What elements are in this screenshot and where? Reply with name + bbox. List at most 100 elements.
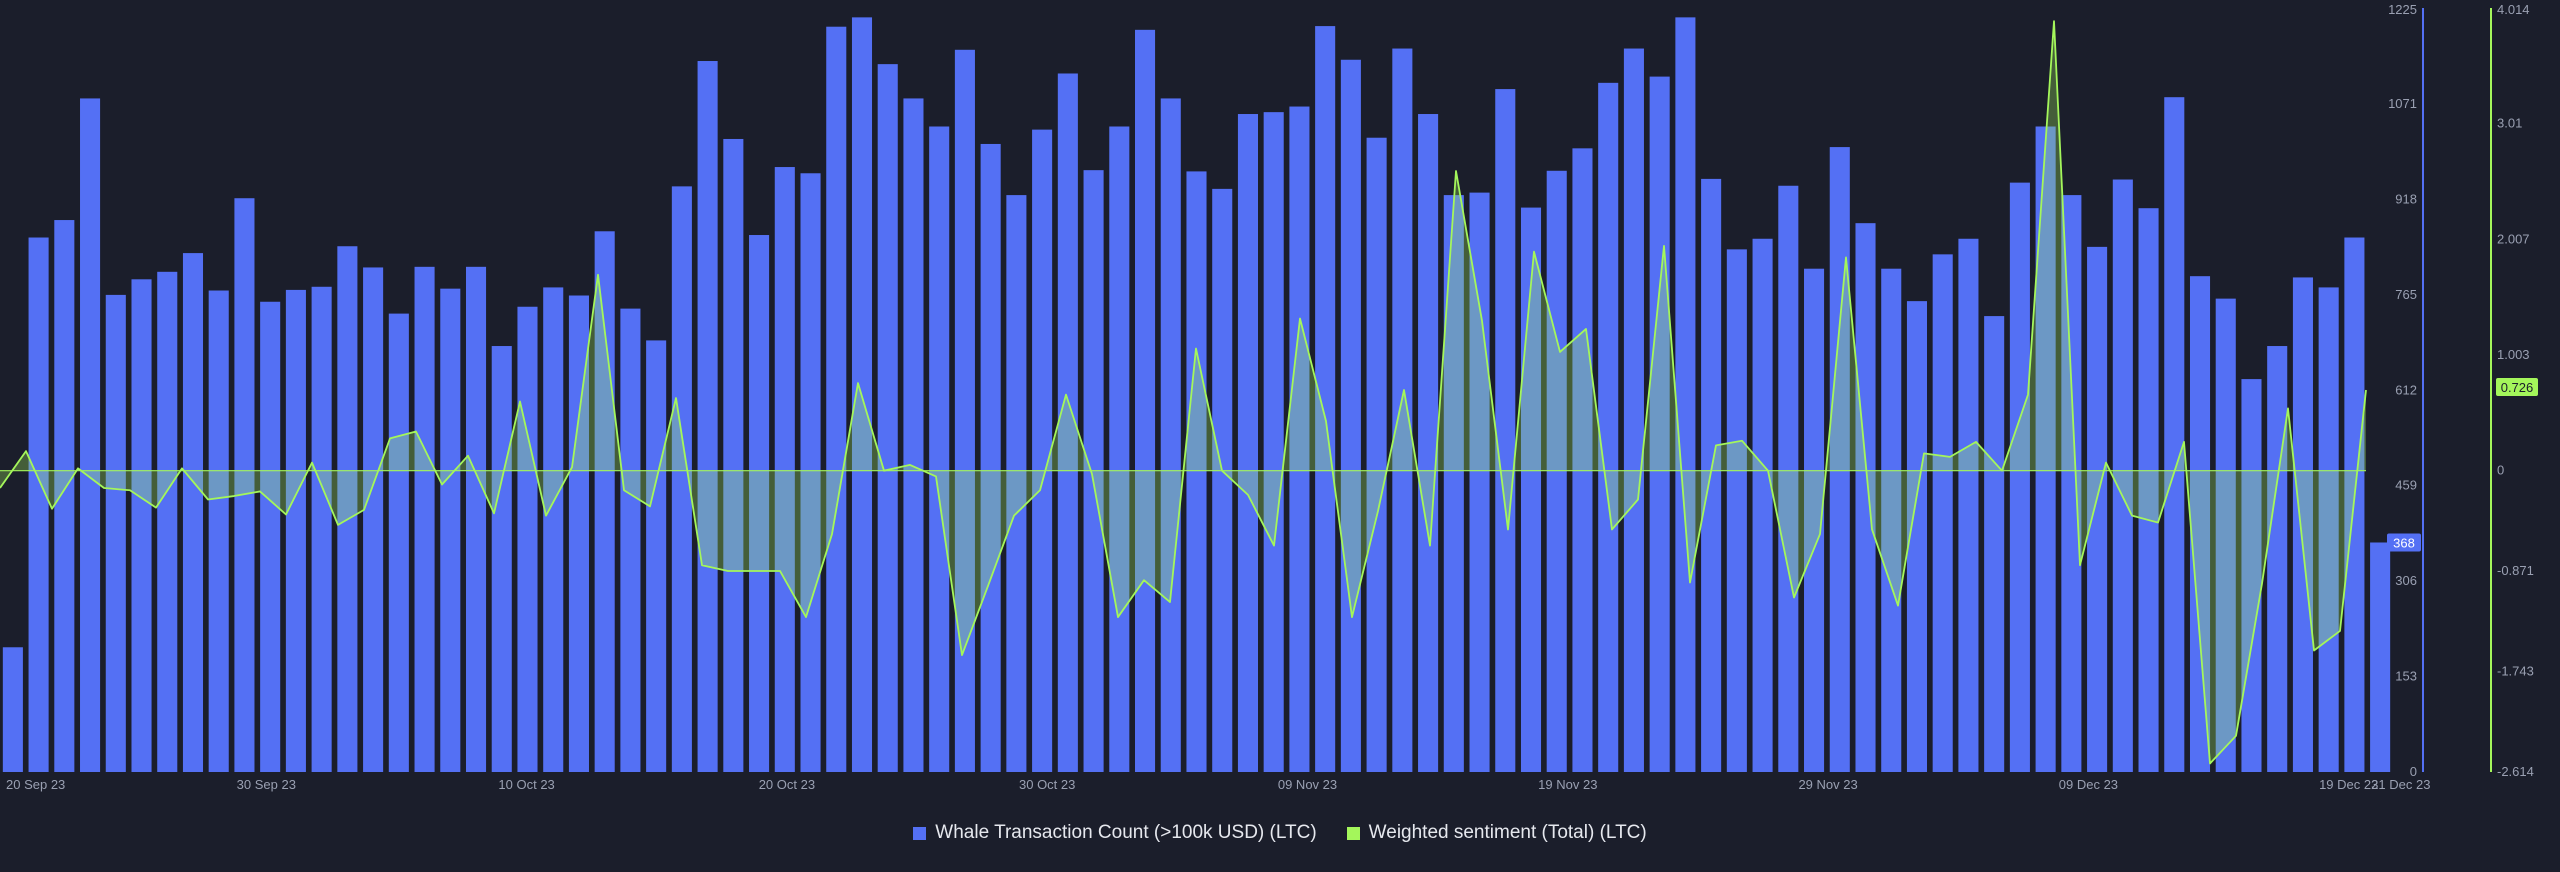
bar-whale-count xyxy=(182,253,204,773)
x-tick-label: 09 Dec 23 xyxy=(2059,777,2118,792)
bar-whale-count xyxy=(1289,106,1310,773)
bar-whale-count xyxy=(1572,148,1593,772)
bar-whale-count xyxy=(1006,195,1027,773)
bar-whale-count xyxy=(568,295,589,772)
left-tick-label: 1225 xyxy=(2388,2,2417,17)
bar-whale-count xyxy=(28,237,49,772)
right-tick-label: 4.014 xyxy=(2497,2,2530,17)
bar-whale-count xyxy=(1366,137,1387,773)
bar-whale-count xyxy=(2,647,23,772)
sentiment-line xyxy=(0,20,2367,765)
bar-whale-count xyxy=(2215,298,2236,772)
left-tick-label: 459 xyxy=(2395,478,2417,493)
bar-whale-count xyxy=(1829,147,1850,772)
bar-whale-count xyxy=(543,287,564,772)
bar-whale-count xyxy=(1315,26,1336,772)
bar-whale-count xyxy=(1160,98,1181,773)
bar-whale-count xyxy=(388,313,409,772)
bar-whale-count xyxy=(2189,276,2211,772)
bar-whale-count xyxy=(2112,179,2133,772)
bar-whale-count xyxy=(1675,17,1696,773)
bar-whale-count xyxy=(1520,207,1542,772)
bar-whale-count xyxy=(2318,287,2339,772)
bar-whale-count xyxy=(2087,246,2108,772)
legend-swatch-line xyxy=(1346,826,1360,840)
bar-whale-count xyxy=(80,98,101,773)
bar-whale-count xyxy=(929,126,950,772)
left-tick-label: 306 xyxy=(2395,573,2417,588)
bar-whale-count xyxy=(157,271,178,772)
bar-whale-count xyxy=(1495,89,1516,772)
bar-whale-count xyxy=(1984,316,2005,772)
right-tick-label: 2.007 xyxy=(2497,231,2530,246)
bar-whale-count xyxy=(697,61,718,772)
x-tick-label: 19 Nov 23 xyxy=(1538,777,1597,792)
bar-whale-count xyxy=(1958,238,1979,772)
bar-whale-count xyxy=(1212,188,1233,772)
bar-whale-count xyxy=(1778,185,1799,772)
bar-whale-count xyxy=(234,198,255,773)
right-tick-label: 1.003 xyxy=(2497,347,2530,362)
x-tick-label: 20 Oct 23 xyxy=(759,777,815,792)
bar-whale-count xyxy=(208,290,229,772)
bar-whale-count xyxy=(54,220,75,773)
bar-whale-count xyxy=(1881,268,1902,772)
bar-whale-count xyxy=(646,340,667,772)
bar-whale-count xyxy=(1752,238,1773,772)
bar-whale-count xyxy=(491,346,512,772)
bar-whale-count xyxy=(285,289,306,772)
bar-whale-count xyxy=(1186,171,1207,772)
bar-whale-count xyxy=(1623,48,1644,773)
right-last-value-badge-text: 0.726 xyxy=(2501,380,2534,395)
bar-whale-count xyxy=(517,306,538,772)
x-tick-label: 29 Nov 23 xyxy=(1798,777,1857,792)
bar-whale-count xyxy=(671,186,692,772)
legend-label-bars: Whale Transaction Count (>100k USD) (LTC… xyxy=(935,822,1317,843)
left-tick-label: 1071 xyxy=(2388,96,2417,111)
x-tick-label: 09 Nov 23 xyxy=(1278,777,1337,792)
bar-whale-count xyxy=(414,266,435,772)
bar-whale-count xyxy=(749,235,770,772)
bar-whale-count xyxy=(1057,73,1078,773)
bar-whale-count xyxy=(877,64,898,772)
legend-label-line: Weighted sentiment (Total) (LTC) xyxy=(1368,822,1647,843)
left-tick-label: 153 xyxy=(2395,669,2417,684)
bar-whale-count xyxy=(2009,182,2030,772)
bar-whale-count xyxy=(131,279,152,772)
bar-whale-count xyxy=(2370,542,2391,772)
bar-whale-count xyxy=(1237,114,1258,772)
legend-item-whale-count[interactable]: Whale Transaction Count (>100k USD) (LTC… xyxy=(913,822,1317,844)
bar-whale-count xyxy=(440,288,461,772)
bar-whale-count xyxy=(105,294,126,772)
x-tick-label: 21 Dec 23 xyxy=(2371,777,2430,792)
bar-whale-count xyxy=(1443,195,1464,773)
bar-whale-count xyxy=(1263,112,1284,772)
chart-legend: Whale Transaction Count (>100k USD) (LTC… xyxy=(0,822,2560,844)
left-last-value-badge xyxy=(2387,533,2421,552)
right-tick-label: 0 xyxy=(2497,463,2504,478)
bar-whale-count xyxy=(1906,301,1928,772)
legend-item-sentiment[interactable]: Weighted sentiment (Total) (LTC) xyxy=(1346,822,1647,844)
right-tick-label: -1.743 xyxy=(2497,664,2534,679)
right-last-value-badge xyxy=(2496,378,2538,396)
bar-whale-count xyxy=(954,49,975,773)
bar-whale-count xyxy=(1032,129,1053,772)
right-tick-label: 3.01 xyxy=(2497,116,2522,131)
x-tick-label: 20 Sep 23 xyxy=(6,777,65,792)
bar-whale-count xyxy=(774,167,795,773)
bar-whale-count xyxy=(723,138,744,773)
bar-whale-count xyxy=(2292,277,2313,772)
bar-whale-count xyxy=(2164,97,2185,772)
bar-whale-count xyxy=(1418,114,1439,772)
left-tick-label: 612 xyxy=(2395,382,2417,397)
bar-whale-count xyxy=(800,173,821,772)
bar-whale-count xyxy=(1804,268,1825,772)
bar-whale-count xyxy=(465,266,487,772)
bar-whale-count xyxy=(1109,126,1130,772)
bar-whale-count xyxy=(2267,346,2288,772)
right-tick-label: -0.871 xyxy=(2497,563,2534,578)
bar-whale-count xyxy=(1135,29,1156,772)
left-last-value-badge-text: 368 xyxy=(2393,536,2415,551)
bar-whale-count xyxy=(260,301,281,772)
bar-whale-count xyxy=(2138,208,2159,772)
